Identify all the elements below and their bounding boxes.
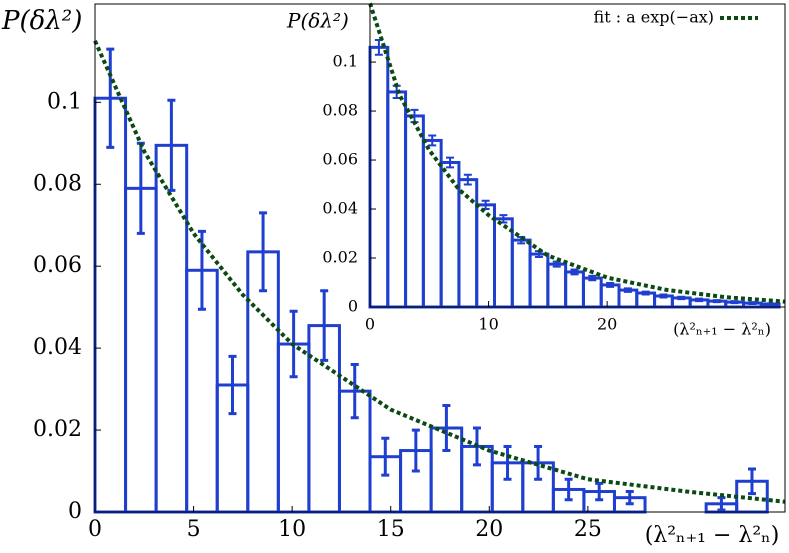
axes-frame <box>369 3 786 308</box>
error-bar <box>606 281 615 288</box>
error-bar <box>730 300 739 305</box>
y-tick-label: 0 <box>68 499 82 524</box>
x-tick-label: 20 <box>475 517 503 542</box>
fit-line <box>368 2 786 304</box>
y-tick-label: 0.08 <box>322 101 358 120</box>
error-bar <box>411 428 420 473</box>
y-tick-label: 0.02 <box>33 417 82 442</box>
error-bar <box>595 481 604 502</box>
x-tick-label: 0 <box>365 315 375 334</box>
error-bar <box>463 173 472 186</box>
y-tick-label: 0.04 <box>322 199 358 218</box>
x-tick-label: 25 <box>574 517 602 542</box>
x-tick-label: 15 <box>377 517 405 542</box>
error-bar <box>570 268 579 276</box>
y-tick-label: 0.04 <box>33 335 82 360</box>
y-tick-label: 0.02 <box>322 248 358 267</box>
x-axis-label: (λ²ₙ₊₁ − λ²ₙ) <box>645 523 780 548</box>
x-tick-label: 10 <box>478 315 498 334</box>
x-tick-label: 10 <box>278 517 306 542</box>
error-bar <box>564 477 573 502</box>
fit-line <box>93 40 786 504</box>
error-bar <box>197 229 206 311</box>
legend-label: fit : a exp(−ax) <box>594 8 714 27</box>
error-bar <box>446 156 455 169</box>
error-bar <box>228 354 237 416</box>
error-bar <box>766 302 775 306</box>
x-tick-label: 20 <box>597 315 617 334</box>
error-bar <box>717 496 726 512</box>
error-bar <box>747 467 756 496</box>
error-bar <box>320 289 329 362</box>
error-bar <box>350 363 359 420</box>
error-bar <box>381 436 390 477</box>
y-tick-label: 0.06 <box>322 150 358 169</box>
error-bar <box>677 295 686 301</box>
y-tick-label: 0.1 <box>333 52 358 71</box>
error-bar <box>623 287 632 293</box>
y-axis-label: P(δλ²) <box>286 9 349 33</box>
error-bar <box>641 290 650 296</box>
error-bar <box>428 134 437 147</box>
error-bar <box>748 301 757 306</box>
y-tick-label: 0.08 <box>33 171 82 196</box>
y-axis-label: P(δλ²) <box>1 6 82 36</box>
error-bar <box>712 299 721 304</box>
error-bar <box>695 297 704 303</box>
plot-area <box>370 4 785 307</box>
error-bar <box>106 47 115 149</box>
chart: 0 0.02 0.04 0.06 0.08 0.1 0 10 20 P(δλ²) (λ²ₙ₊₁ − … <box>286 2 786 339</box>
error-bar <box>503 444 512 481</box>
x-tick-label: 5 <box>187 517 201 542</box>
error-bar <box>625 490 634 506</box>
x-axis-label: (λ²ₙ₊₁ − λ²ₙ) <box>673 320 771 339</box>
y-tick-label: 0.06 <box>33 253 82 278</box>
error-bar <box>588 274 597 282</box>
error-bar <box>259 211 268 293</box>
error-bar <box>659 293 668 299</box>
y-tick-label: 0.1 <box>47 89 82 114</box>
x-tick-label: 0 <box>88 517 102 542</box>
error-bar <box>167 98 176 192</box>
error-bar <box>442 403 451 453</box>
y-tick-label: 0 <box>348 297 358 316</box>
